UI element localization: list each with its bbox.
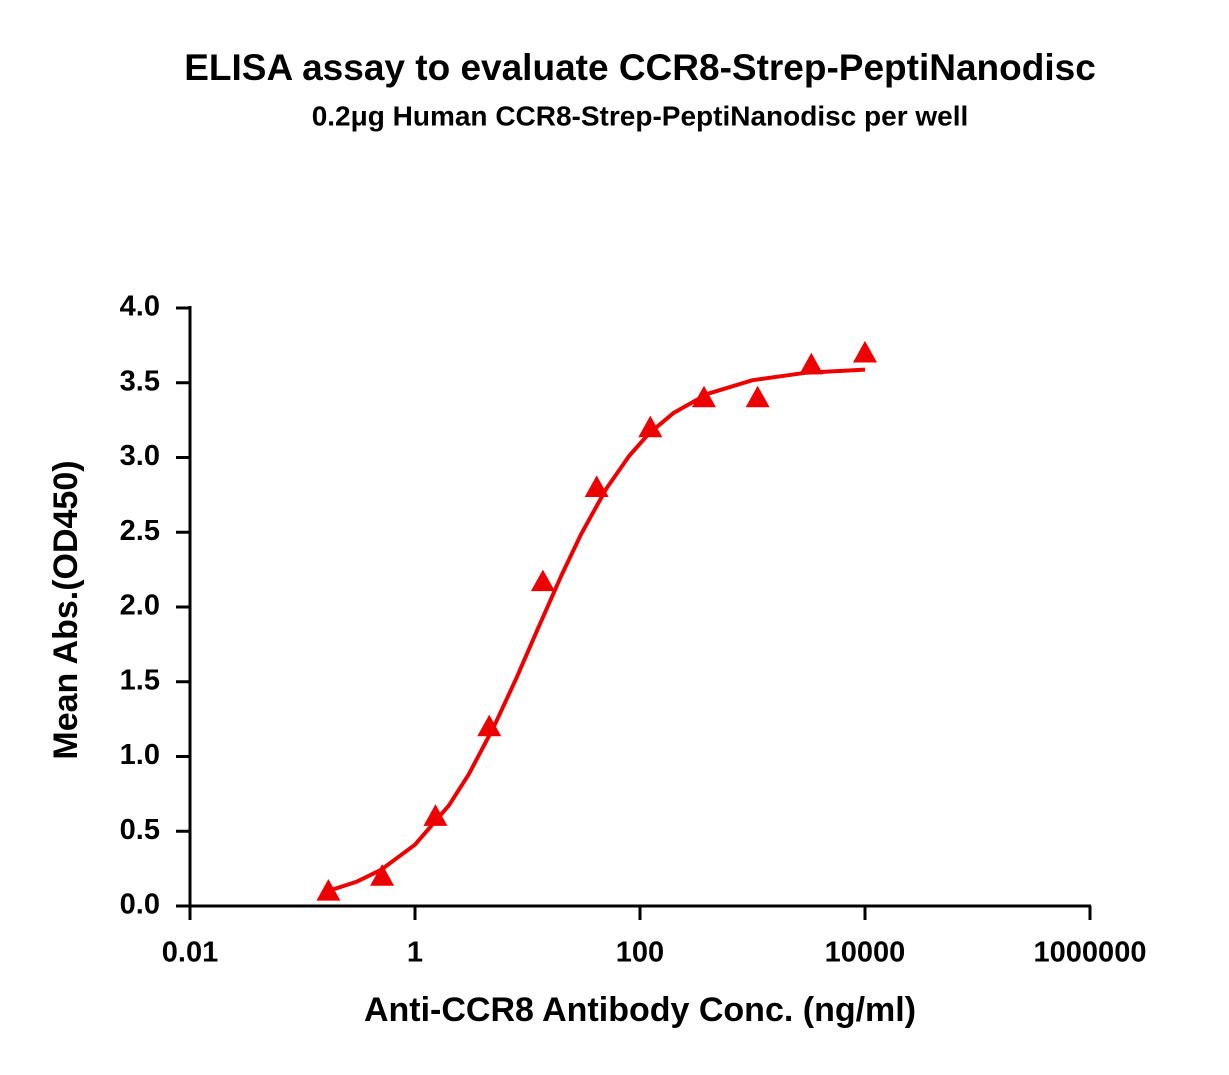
y-tick-label: 0.5: [120, 814, 160, 846]
data-point: [799, 352, 824, 375]
data-point: [638, 415, 663, 438]
y-tick-label: 1.0: [120, 739, 160, 771]
data-point: [370, 864, 395, 886]
x-tick-label: 1: [407, 937, 423, 969]
data-point: [853, 340, 877, 363]
y-tick-label: 4.0: [120, 291, 160, 323]
chart-subtitle: 0.2μg Human CCR8-Strep-PeptiNanodisc per…: [312, 100, 969, 131]
x-tick-label: 0.01: [162, 937, 218, 969]
x-tick-label: 1000000: [1034, 937, 1147, 969]
data-point: [745, 385, 770, 408]
y-tick-label: 2.0: [120, 590, 160, 622]
x-tick-label: 100: [616, 937, 664, 969]
y-tick-label: 0.0: [120, 889, 160, 921]
data-point: [423, 804, 448, 826]
chart-title: ELISA assay to evaluate CCR8-Strep-Pepti…: [184, 47, 1096, 88]
y-tick-label: 1.5: [120, 664, 160, 696]
fit-curve: [327, 367, 866, 893]
data-point: [530, 569, 555, 592]
data-point: [477, 714, 502, 737]
y-tick-label: 3.0: [120, 440, 160, 472]
y-tick-label: 3.5: [120, 365, 160, 397]
x-axis-label: Anti-CCR8 Antibody Conc. (ng/ml): [364, 991, 916, 1029]
y-tick-label: 2.5: [120, 515, 160, 547]
y-axis-label: Mean Abs.(OD450): [47, 460, 85, 759]
x-tick-label: 10000: [825, 937, 906, 969]
